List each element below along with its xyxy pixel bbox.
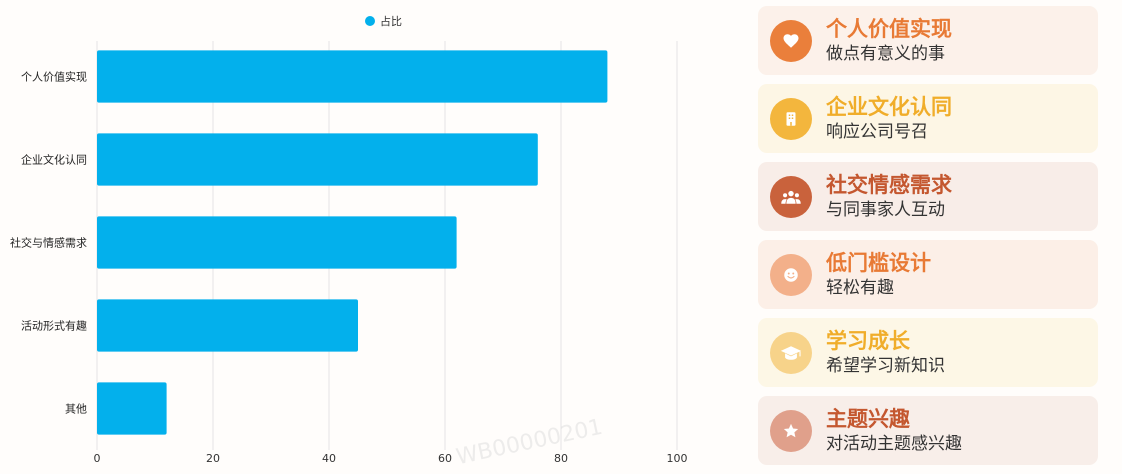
card-title: 低门槛设计 [826, 251, 931, 275]
card-icon-circle [770, 410, 812, 452]
x-tick-label: 60 [438, 452, 452, 465]
card-social: 社交情感需求 与同事家人互动 [758, 162, 1098, 231]
card-theme-interest: 主题兴趣 对活动主题感兴趣 [758, 396, 1098, 465]
card-low-threshold: 低门槛设计 轻松有趣 [758, 240, 1098, 309]
y-category-label: 企业文化认同 [21, 153, 87, 167]
card-title: 企业文化认同 [826, 95, 952, 119]
legend-marker [365, 16, 375, 26]
y-category-label: 其他 [65, 403, 87, 416]
x-tick-label: 0 [94, 452, 101, 465]
y-category-label: 个人价值实现 [21, 70, 87, 84]
card-personal-value: 个人价值实现 做点有意义的事 [758, 6, 1098, 75]
bar-chart: 个人价值实现 企业文化认同社交与情感需求活动形式有趣其他 0 20 40 60 80 100… [10, 14, 688, 465]
card-title: 个人价值实现 [826, 17, 952, 41]
card-title: 学习成长 [826, 329, 910, 353]
bar[interactable] [97, 133, 538, 186]
y-category-label: 活动形式有趣 [21, 319, 87, 333]
x-tick-label: 40 [322, 452, 336, 465]
bar[interactable] [97, 216, 457, 269]
legend[interactable]: 占比 [365, 14, 402, 28]
reason-cards: 个人价值实现 做点有意义的事 企业文化认同 响应公司号召 社交情感需求 与同事家… [758, 6, 1098, 474]
group-icon [781, 190, 801, 204]
building-icon [786, 112, 796, 126]
bars [97, 50, 608, 435]
smile-icon [784, 268, 798, 282]
card-subtitle: 希望学习新知识 [826, 356, 945, 376]
card-icon-circle [770, 332, 812, 374]
x-tick-label: 100 [667, 452, 688, 465]
bar[interactable] [97, 382, 167, 435]
card-subtitle: 做点有意义的事 [826, 44, 945, 64]
heart-icon [783, 34, 799, 48]
bar[interactable] [97, 299, 358, 352]
card-title: 社交情感需求 [826, 173, 952, 197]
x-tick-label: 20 [206, 452, 220, 465]
card-subtitle: 与同事家人互动 [826, 200, 945, 220]
star-icon [783, 423, 799, 438]
card-subtitle: 轻松有趣 [826, 278, 894, 298]
bar[interactable] [97, 50, 608, 103]
card-icon-circle [770, 254, 812, 296]
card-icon-circle [770, 98, 812, 140]
x-tick-label: 80 [554, 452, 568, 465]
graduation-cap-icon [780, 346, 802, 360]
card-subtitle: 对活动主题感兴趣 [826, 434, 962, 454]
card-title: 主题兴趣 [826, 407, 910, 431]
card-icon-circle [770, 20, 812, 62]
card-subtitle: 响应公司号召 [826, 122, 928, 142]
x-axis-ticks: 0 20 40 60 80 100 [94, 452, 688, 465]
card-icon-circle [770, 176, 812, 218]
y-category-label: 社交与情感需求 [10, 236, 87, 250]
legend-label: 占比 [380, 14, 402, 28]
card-learning: 学习成长 希望学习新知识 [758, 318, 1098, 387]
card-culture: 企业文化认同 响应公司号召 [758, 84, 1098, 153]
